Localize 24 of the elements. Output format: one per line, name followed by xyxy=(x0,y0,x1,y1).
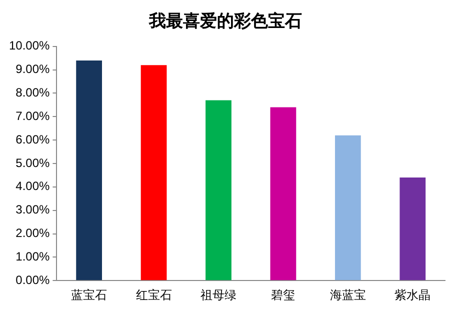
bar xyxy=(140,65,167,280)
bar xyxy=(270,107,296,280)
y-tick-label: 5.00% xyxy=(16,156,50,170)
bar xyxy=(400,178,426,280)
y-tick-label: 4.00% xyxy=(16,179,50,194)
x-tick-label: 祖母绿 xyxy=(200,288,236,302)
y-tick-label: 8.00% xyxy=(16,86,50,100)
y-tick-label: 9.00% xyxy=(16,62,50,76)
bar xyxy=(334,135,361,280)
chart-title: 我最喜爱的彩色宝石 xyxy=(148,12,302,32)
bar xyxy=(76,60,102,280)
y-tick-label: 0.00% xyxy=(16,272,50,287)
x-tick-label: 海蓝宝 xyxy=(330,288,366,302)
y-tick-label: 3.00% xyxy=(16,202,50,217)
y-tick-label: 2.00% xyxy=(16,226,50,240)
y-tick-label: 1.00% xyxy=(16,249,50,264)
x-tick-label: 碧玺 xyxy=(271,288,296,302)
y-tick-label: 7.00% xyxy=(16,108,50,123)
y-tick-label: 6.00% xyxy=(16,132,50,146)
y-tick-label: 10.00% xyxy=(8,38,50,53)
x-tick-label: 蓝宝石 xyxy=(71,288,108,302)
x-tick-label: 紫水晶 xyxy=(394,288,431,302)
bar xyxy=(206,100,232,280)
x-tick-label: 红宝石 xyxy=(136,288,172,302)
